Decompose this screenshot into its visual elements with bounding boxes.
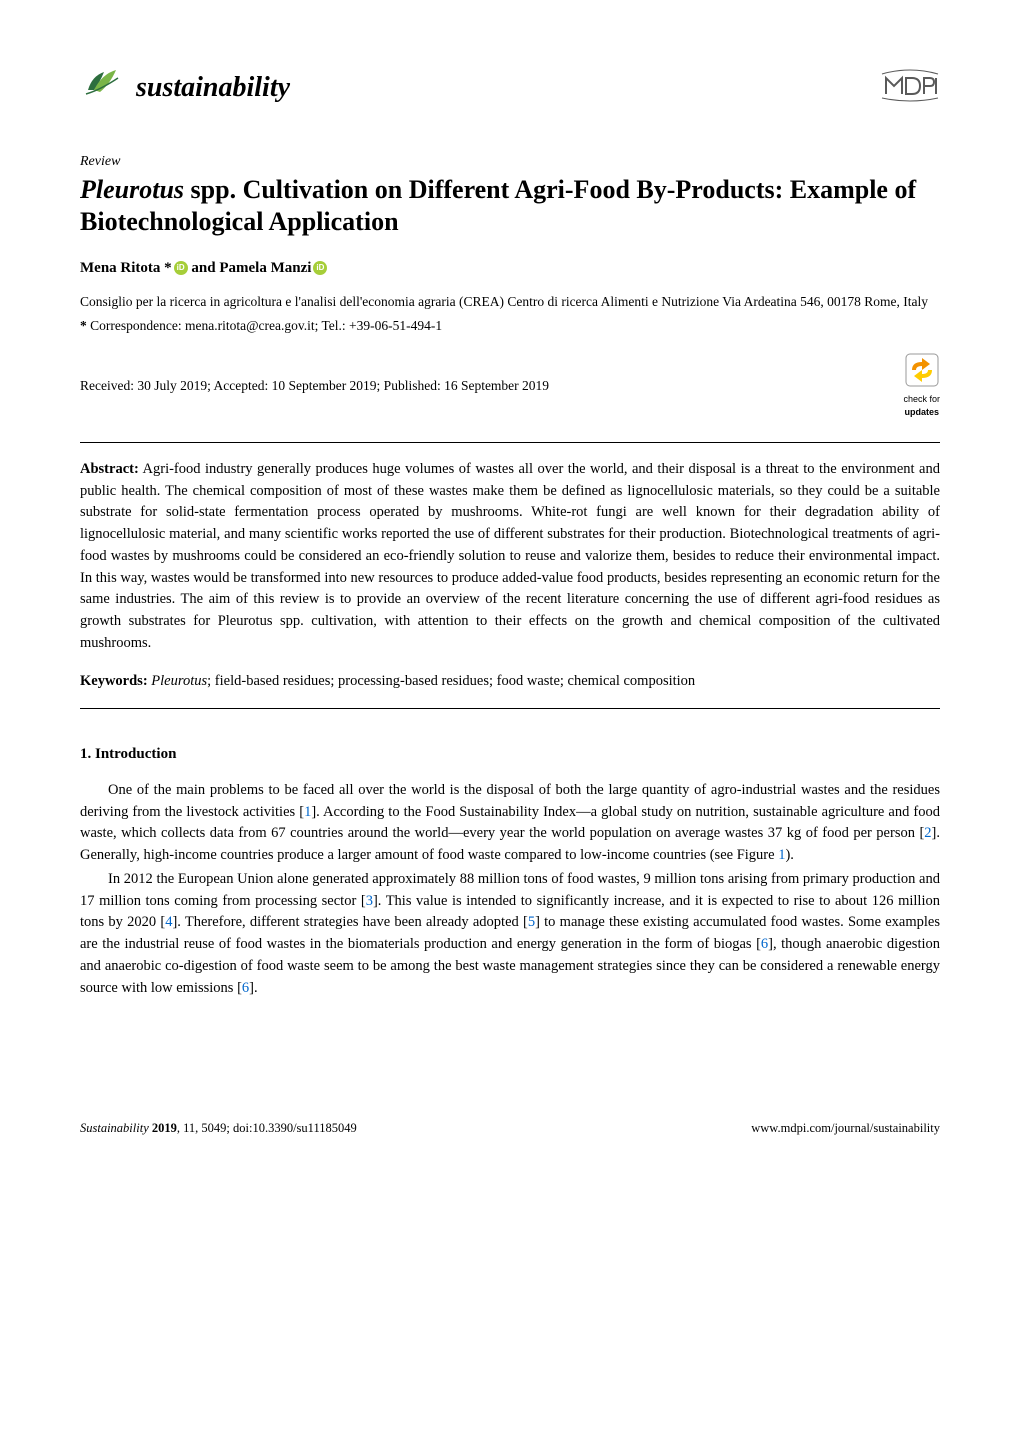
article-type: Review — [80, 151, 940, 172]
affiliation: Consiglio per la ricerca in agricoltura … — [80, 293, 940, 312]
footer-journal: Sustainability — [80, 1121, 152, 1135]
abstract-block: Abstract: Agri-food industry generally p… — [80, 442, 940, 710]
keywords-rest: ; field-based residues; processing-based… — [207, 673, 695, 689]
p2f: ]. — [249, 980, 257, 996]
dates-row: Received: 30 July 2019; Accepted: 10 Sep… — [80, 352, 940, 420]
author-1: Mena Ritota * — [80, 260, 172, 276]
correspondence-text: Correspondence: mena.ritota@crea.gov.it;… — [87, 318, 442, 333]
authors: Mena Ritota * and Pamela Manzi — [80, 257, 940, 280]
title-species: Pleurotus — [80, 175, 184, 204]
paragraph-1: One of the main problems to be faced all… — [80, 780, 940, 867]
abstract: Abstract: Agri-food industry generally p… — [80, 459, 940, 655]
header-row: sustainability — [80, 60, 940, 116]
footer-rest: , 11, 5049; doi:10.3390/su11185049 — [177, 1121, 357, 1135]
footer-right[interactable]: www.mdpi.com/journal/sustainability — [751, 1119, 940, 1138]
p2c: ]. Therefore, different strategies have … — [172, 914, 527, 930]
ref-link-3[interactable]: 3 — [366, 893, 373, 909]
abstract-text: Agri-food industry generally produces hu… — [80, 461, 940, 651]
footer: Sustainability 2019, 11, 5049; doi:10.33… — [80, 1119, 940, 1138]
keywords-label: Keywords: — [80, 673, 148, 689]
mdpi-logo — [880, 64, 940, 112]
journal-logo: sustainability — [80, 60, 290, 116]
keywords-species: Pleurotus — [148, 673, 207, 689]
keywords: Keywords: Pleurotus; field-based residue… — [80, 671, 940, 693]
article-title: Pleurotus spp. Cultivation on Different … — [80, 174, 940, 239]
correspondence: * Correspondence: mena.ritota@crea.gov.i… — [80, 316, 940, 336]
paragraph-2: In 2012 the European Union alone generat… — [80, 869, 940, 1000]
ref-link-5[interactable]: 5 — [528, 914, 535, 930]
section-heading: 1. Introduction — [80, 743, 940, 766]
abstract-label: Abstract: — [80, 461, 139, 477]
orcid-icon[interactable] — [313, 261, 327, 275]
check-updates-line1: check for — [903, 393, 940, 407]
author-2: and Pamela Manzi — [188, 260, 312, 276]
check-updates-badge[interactable]: check for updates — [903, 352, 940, 420]
p1d: ). — [785, 847, 793, 863]
footer-left: Sustainability 2019, 11, 5049; doi:10.33… — [80, 1119, 357, 1138]
title-rest: spp. Cultivation on Different Agri-Food … — [80, 175, 916, 237]
leaf-icon — [80, 60, 128, 116]
ref-link-2[interactable]: 2 — [924, 825, 931, 841]
correspondence-asterisk: * — [80, 318, 87, 333]
dates: Received: 30 July 2019; Accepted: 10 Sep… — [80, 376, 549, 396]
journal-name: sustainability — [136, 67, 290, 109]
check-updates-line2: updates — [903, 406, 940, 420]
orcid-icon[interactable] — [174, 261, 188, 275]
footer-year: 2019 — [152, 1121, 177, 1135]
